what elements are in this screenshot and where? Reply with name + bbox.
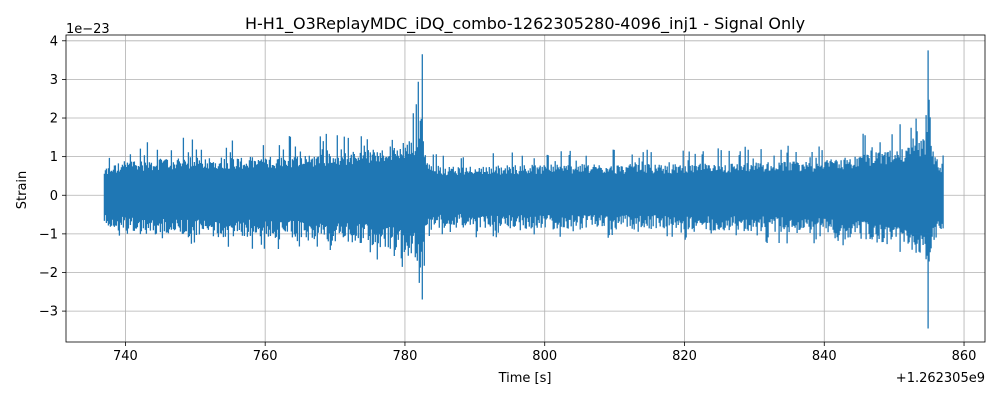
x-axis-ticks: 740 760 780 800 820 840 860 (113, 342, 976, 364)
y-tick-label: −2 (39, 266, 58, 281)
y-axis-ticks: −3 −2 −1 0 1 2 3 4 (39, 34, 66, 320)
axes-frame (65, 34, 986, 343)
x-tick-label: 840 (812, 349, 837, 364)
strain-line (103, 50, 944, 329)
strain-series (103, 50, 944, 329)
x-tick-label: 740 (113, 349, 138, 364)
x-tick-label: 860 (952, 349, 977, 364)
x-tick-label: 780 (393, 349, 418, 364)
y-axis-label: Strain (15, 171, 30, 210)
chart-title: H-H1_O3ReplayMDC_iDQ_combo-1262305280-40… (245, 14, 805, 34)
x-axis-offset: +1.262305e9 (896, 371, 985, 386)
x-tick-label: 760 (253, 349, 278, 364)
y-tick-label: 2 (50, 112, 58, 127)
y-axis-exponent: 1e−23 (66, 22, 110, 37)
y-tick-label: 4 (50, 34, 58, 49)
x-tick-label: 800 (532, 349, 557, 364)
y-tick-label: −1 (39, 227, 58, 242)
x-axis-label: Time [s] (498, 371, 552, 386)
y-tick-label: 1 (50, 150, 58, 165)
y-tick-label: 0 (50, 189, 58, 204)
y-tick-label: 3 (50, 73, 58, 88)
x-tick-label: 820 (672, 349, 697, 364)
y-tick-label: −3 (39, 305, 58, 320)
